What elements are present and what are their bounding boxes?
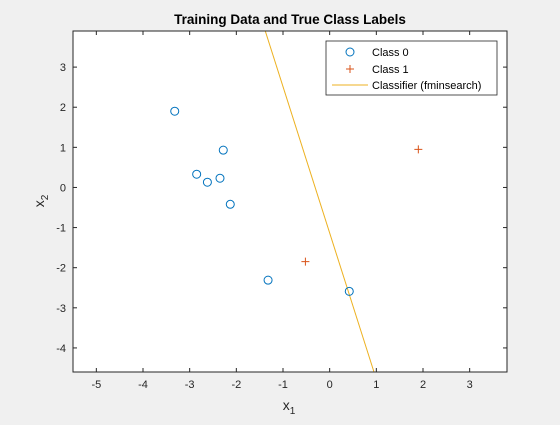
x-tick-label: 2 xyxy=(420,379,426,391)
legend-label-class-1: Class 1 xyxy=(372,64,409,76)
x-tick-label: 0 xyxy=(327,379,333,391)
y-tick-label: -1 xyxy=(56,223,66,235)
class-0-point xyxy=(344,286,354,296)
y-tick-label: 3 xyxy=(60,62,66,74)
class-0-point xyxy=(263,275,273,285)
class-0-point xyxy=(215,173,225,183)
class-0-point xyxy=(218,145,228,155)
y-tick-label: -2 xyxy=(56,263,66,275)
legend-entry-class-1: Class 1 xyxy=(346,64,409,76)
legend-box xyxy=(325,40,498,96)
legend-entry-class-0: Class 0 xyxy=(345,47,409,59)
x-axis-label: x1 xyxy=(283,397,296,417)
legend-circle-marker xyxy=(345,47,355,57)
class-1-point xyxy=(301,257,310,266)
y-tick-label: 0 xyxy=(60,182,66,194)
class-0-point xyxy=(225,199,235,209)
x-tick-label: -2 xyxy=(231,379,241,391)
y-tick-label: -4 xyxy=(56,343,66,355)
y-axis-label: x2 xyxy=(31,194,51,207)
axes-frame xyxy=(72,30,508,373)
class-1-point xyxy=(414,145,423,154)
x-tick-label: 1 xyxy=(373,379,379,391)
class-0-point xyxy=(202,177,212,187)
class-0-point xyxy=(192,169,202,179)
class-0-point xyxy=(170,106,180,116)
classifier-line xyxy=(264,31,375,372)
chart-title: Training Data and True Class Labels xyxy=(174,12,406,27)
x-tick-label: -5 xyxy=(91,379,101,391)
y-tick-label: 2 xyxy=(60,102,66,114)
legend-entry-classifier: Classifier (fminsearch) xyxy=(332,80,481,92)
y-tick-label: -3 xyxy=(56,303,66,315)
x-tick-label: -4 xyxy=(138,379,148,391)
x-tick-label: -3 xyxy=(185,379,195,391)
legend-label-class-0: Class 0 xyxy=(372,47,409,59)
x-tick-label: -1 xyxy=(278,379,288,391)
legend-plus-marker xyxy=(346,65,354,73)
legend-label-classifier: Classifier (fminsearch) xyxy=(372,80,481,92)
legend[interactable]: Class 0 Class 1 Classifier (fminsearch) xyxy=(325,40,498,96)
x-tick-label: 3 xyxy=(467,379,473,391)
y-tick-label: 1 xyxy=(60,142,66,154)
